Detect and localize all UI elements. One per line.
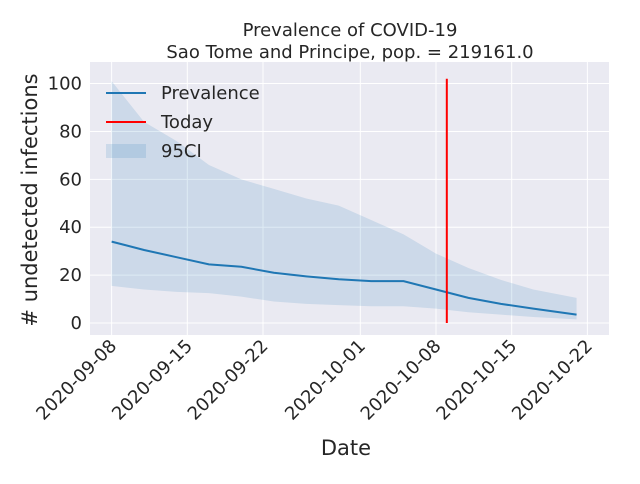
y-tick-label: 60 [59, 169, 82, 190]
y-tick-label: 40 [59, 217, 82, 238]
plot-area [90, 62, 609, 335]
chart-subtitle: Sao Tome and Principe, pop. = 219161.0 [166, 42, 533, 63]
x-tick-label: 2020-09-22 [184, 336, 273, 425]
x-tick-label: 2020-09-08 [32, 336, 121, 425]
x-tick-label: 2020-10-15 [432, 336, 521, 425]
y-tick-label: 20 [59, 265, 82, 286]
ci-band [111, 81, 577, 320]
legend-label: 95CI [161, 141, 202, 162]
x-axis-label: Date [321, 436, 371, 460]
x-tick-label: 2020-10-08 [357, 336, 446, 425]
line [111, 240, 577, 316]
y-tick-label: 80 [59, 121, 82, 142]
legend-label: Prevalence [161, 83, 260, 104]
y-axis-label: # undetected infections [18, 73, 42, 326]
legend-label: Today [160, 112, 213, 133]
y-tick-label: 100 [48, 74, 82, 95]
chart-title: Prevalence of COVID-19 [243, 20, 458, 41]
legend-swatch [106, 144, 146, 158]
x-tick-label: 2020-10-22 [508, 336, 597, 425]
x-tick-label: 2020-09-15 [108, 336, 197, 425]
y-tick-label: 0 [71, 313, 82, 334]
x-tick-label: 2020-10-01 [281, 336, 370, 425]
